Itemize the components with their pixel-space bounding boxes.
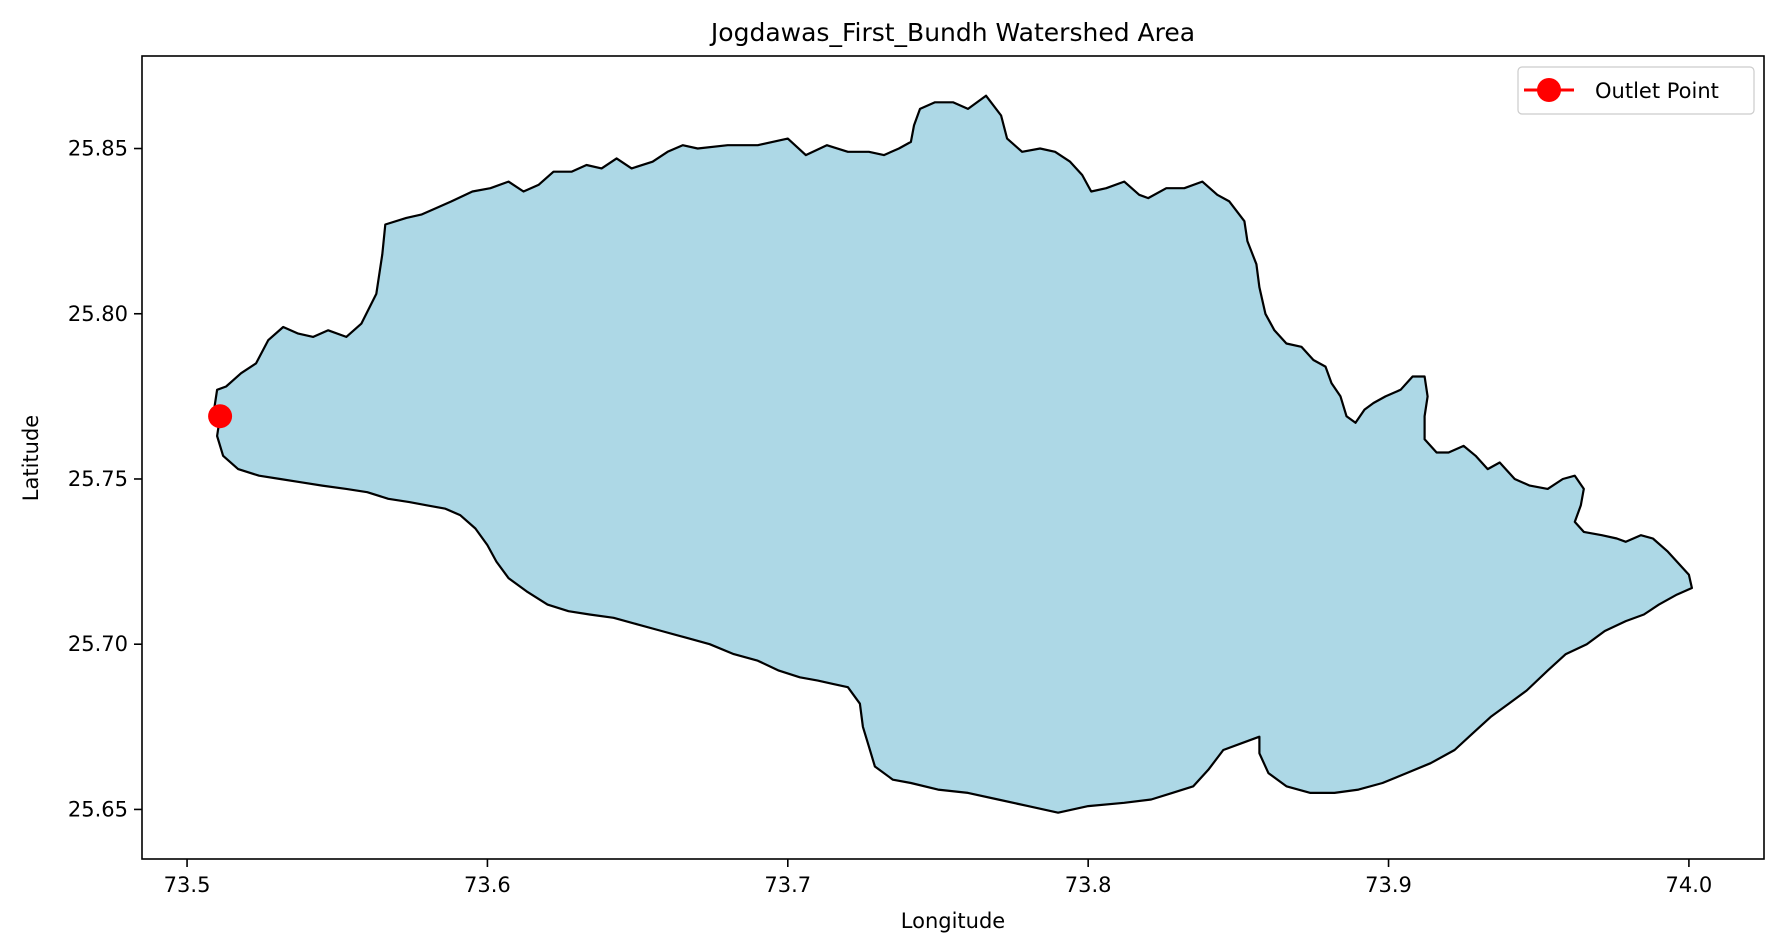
chart-title: Jogdawas_First_Bundh Watershed Area <box>709 18 1195 47</box>
legend: Outlet Point <box>1517 66 1755 115</box>
x-tick-label: 73.7 <box>764 873 811 897</box>
x-tick-label: 74.0 <box>1666 873 1713 897</box>
plot-frame <box>141 55 1765 860</box>
x-tick-label: 73.6 <box>464 873 511 897</box>
x-tick-label: 73.8 <box>1065 873 1112 897</box>
x-tick-label: 73.9 <box>1365 873 1412 897</box>
legend-box <box>1517 66 1755 115</box>
x-axis-ticks: 73.5 73.6 73.7 73.8 73.9 74.0 <box>164 859 1713 897</box>
x-tick-label: 73.5 <box>164 873 211 897</box>
y-tick-label: 25.85 <box>68 137 128 161</box>
y-axis-title: Latitude <box>19 415 43 501</box>
plot-area <box>208 94 1693 814</box>
y-tick-label: 25.80 <box>68 302 128 326</box>
x-axis-title: Longitude <box>901 909 1005 933</box>
y-tick-label: 25.75 <box>68 467 128 491</box>
watershed-polygon <box>213 94 1693 814</box>
legend-label: Outlet Point <box>1595 79 1719 103</box>
y-axis-ticks: 25.65 25.70 25.75 25.80 25.85 <box>68 137 142 821</box>
y-tick-label: 25.70 <box>68 632 128 656</box>
legend-marker-icon <box>1537 78 1561 102</box>
y-tick-label: 25.65 <box>68 797 128 821</box>
outlet-point-marker <box>208 404 233 429</box>
